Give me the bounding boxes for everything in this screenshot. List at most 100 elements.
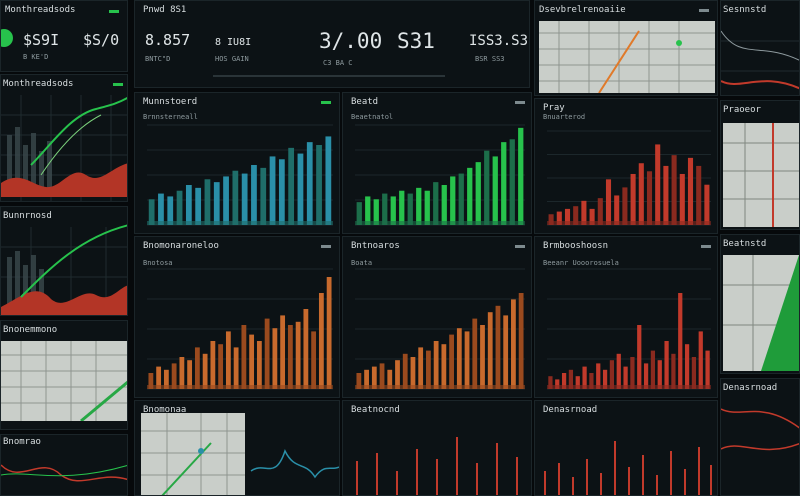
bar-13 — [241, 325, 247, 389]
bar-12 — [450, 176, 456, 225]
bar-7 — [589, 373, 594, 389]
status-indicator — [321, 245, 331, 248]
bar-14 — [637, 325, 642, 389]
chart-title-5: Bntnoaros — [351, 241, 400, 251]
bar-15 — [643, 363, 649, 389]
bar-12 — [623, 366, 628, 389]
bar-13 — [449, 334, 454, 389]
chart-baseline — [547, 385, 711, 389]
bar-20 — [295, 321, 301, 389]
bottom-map[interactable] — [141, 413, 245, 495]
bar-3 — [167, 196, 174, 225]
bar-6 — [187, 360, 193, 389]
bar-3 — [163, 369, 169, 389]
bar-23 — [318, 293, 324, 389]
bottom-line-svg — [250, 449, 339, 479]
bar-chart-3 — [547, 130, 711, 226]
far-right-line-panel: Denasrnoad — [720, 378, 800, 496]
bar-23 — [698, 331, 703, 389]
bar-17 — [657, 360, 662, 389]
bar-4 — [379, 363, 385, 389]
far-right-map[interactable] — [723, 123, 799, 227]
bar-2 — [364, 369, 369, 389]
bar-2 — [158, 193, 164, 225]
bar-17 — [480, 325, 485, 389]
chart-sub-6: Beeanr Uooorosuela — [543, 259, 619, 267]
bar-20 — [704, 184, 710, 225]
status-indicator — [321, 101, 331, 104]
chart-baseline — [147, 385, 333, 389]
bar-21 — [303, 309, 309, 389]
left-chart-title-4: Bnomrao — [3, 437, 41, 447]
bar-11 — [630, 173, 636, 225]
bar-17 — [679, 173, 685, 225]
status-indicator — [701, 245, 711, 248]
chart-title-2: Beatd — [351, 97, 379, 107]
bar-15 — [475, 162, 481, 225]
bar-19 — [509, 139, 515, 225]
bar-17 — [492, 156, 498, 225]
bar-5 — [387, 369, 393, 389]
bar-16 — [264, 318, 270, 389]
bar-2 — [365, 196, 371, 225]
bar-6 — [395, 360, 400, 389]
far-right-map-green[interactable] — [723, 255, 799, 371]
bar-12 — [233, 347, 239, 389]
chart-panel-5: Bntnoaros Boata — [342, 236, 532, 398]
left-kpi-title: Monthreadsods — [5, 5, 76, 15]
bar-16 — [288, 147, 295, 225]
bar-7 — [204, 179, 211, 225]
bar-19 — [696, 165, 702, 225]
bar-20 — [503, 315, 509, 389]
bar-10 — [232, 170, 239, 225]
bottom-bars-panel-1: Beatnocnd — [342, 400, 532, 496]
bar-9 — [210, 341, 216, 389]
bar-3 — [564, 208, 571, 225]
bar-18 — [501, 142, 507, 225]
main-kpi-sub-4: BSR SS3 — [475, 55, 505, 63]
bar-9 — [614, 195, 620, 225]
bar-6 — [195, 187, 202, 225]
top-map-title: Dsevbrelrenoaiie — [539, 5, 626, 15]
map-marker-icon[interactable] — [676, 40, 682, 46]
bar-7 — [194, 347, 200, 389]
bar-8 — [596, 363, 601, 389]
bar-1 — [356, 373, 362, 389]
bar-19 — [671, 353, 676, 389]
bar-8 — [416, 187, 422, 225]
bottom-spike-chart-2 — [544, 441, 712, 495]
chart-panel-3: Pray Bnuarterod — [534, 98, 718, 234]
bar-22 — [691, 357, 697, 389]
bar-12 — [638, 163, 644, 225]
bar-6 — [399, 190, 405, 225]
status-indicator — [109, 10, 119, 13]
kpi-divider — [213, 75, 445, 77]
bar-10 — [218, 344, 224, 389]
status-indicator — [515, 245, 525, 248]
bar-18 — [487, 312, 493, 389]
left-kpi-value-1: $S9I — [23, 31, 60, 49]
left-area-chart-1: Monthreadsods — [0, 74, 128, 202]
bar-4 — [176, 190, 183, 225]
left-map[interactable] — [1, 341, 127, 421]
bar-17 — [272, 328, 278, 389]
left-kpi-value-2: $S/0 — [83, 31, 120, 49]
bar-20 — [325, 136, 332, 225]
left-chart-title-1: Monthreadsods — [3, 79, 74, 89]
bar-1 — [356, 202, 362, 225]
bar-3 — [373, 199, 379, 225]
bar-4 — [171, 363, 177, 389]
bar-14 — [467, 167, 473, 225]
bar-15 — [464, 331, 470, 389]
bar-18 — [306, 142, 313, 225]
map-pin-icon[interactable] — [198, 448, 204, 454]
bar-chart-6 — [547, 268, 711, 390]
bar-5 — [581, 200, 587, 225]
bar-15 — [278, 159, 285, 225]
bar-10 — [609, 360, 615, 389]
trend-line — [30, 96, 127, 166]
bar-7 — [402, 353, 408, 389]
top-map[interactable] — [539, 21, 715, 93]
main-kpi-value-3: 3/.00 — [319, 29, 383, 53]
status-indicator — [699, 9, 709, 12]
